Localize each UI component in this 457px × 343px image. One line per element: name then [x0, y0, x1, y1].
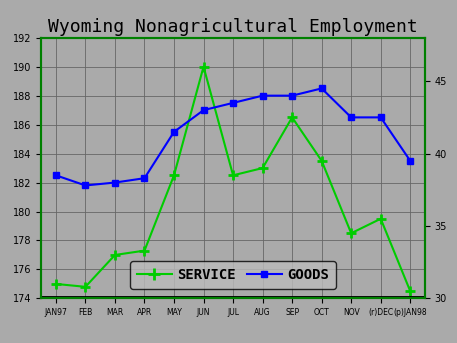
Legend: SERVICE, GOODS: SERVICE, GOODS	[130, 261, 336, 289]
Title: Wyoming Nonagricultural Employment: Wyoming Nonagricultural Employment	[48, 18, 418, 36]
